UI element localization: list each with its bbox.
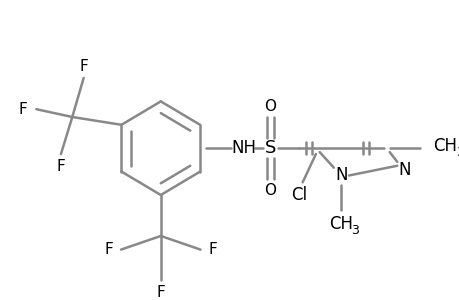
Text: NH: NH [231,139,256,157]
Text: N: N [335,167,347,184]
Text: F: F [104,242,113,257]
Text: F: F [208,242,217,257]
Text: F: F [56,159,65,174]
Text: O: O [264,99,276,114]
Text: 3: 3 [350,224,358,237]
Text: CH: CH [329,215,353,233]
Text: S: S [264,139,275,157]
Text: F: F [19,102,28,117]
Text: F: F [156,285,165,300]
Text: N: N [397,160,410,178]
Text: O: O [264,183,276,198]
Text: Cl: Cl [290,186,306,204]
Text: F: F [79,59,88,74]
Text: CH: CH [432,137,456,155]
Text: 3: 3 [455,146,459,159]
